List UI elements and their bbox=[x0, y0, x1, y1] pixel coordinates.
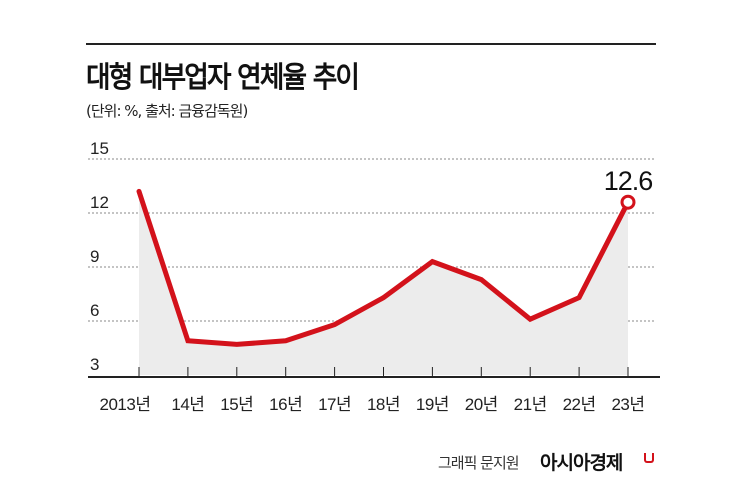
data-line bbox=[136, 188, 631, 347]
y-tick-label: 15 bbox=[90, 139, 109, 158]
top-rule bbox=[86, 43, 656, 45]
x-tick-label: 22년 bbox=[563, 395, 596, 414]
area-fill bbox=[139, 191, 628, 375]
x-tick-label: 18년 bbox=[367, 395, 400, 414]
end-value-label: 12.6 bbox=[604, 166, 653, 196]
y-tick-label: 3 bbox=[90, 355, 99, 374]
x-tick-label: 19년 bbox=[416, 395, 449, 414]
brand-logo-text: 아시아경제 bbox=[540, 452, 623, 474]
graphic-credit: 그래픽 문지원 bbox=[438, 454, 520, 472]
x-tick-label: 21년 bbox=[514, 395, 547, 414]
x-tick-label: 15년 bbox=[220, 395, 253, 414]
x-tick-label: 20년 bbox=[465, 395, 498, 414]
end-point-marker bbox=[620, 194, 636, 210]
x-tick-label: 2013년 bbox=[100, 395, 151, 414]
y-axis-ticks: 3 6 9 12 15 bbox=[90, 139, 109, 374]
chart-title: 대형 대부업자 연체율 추이 bbox=[86, 60, 360, 94]
x-tick-label: 23년 bbox=[611, 395, 644, 414]
chart-subtitle: (단위: %, 출처: 금융감독원) bbox=[86, 102, 248, 120]
x-tick-label: 17년 bbox=[318, 395, 351, 414]
y-tick-label: 6 bbox=[90, 301, 99, 320]
x-tick-label: 14년 bbox=[171, 395, 204, 414]
y-tick-label: 9 bbox=[90, 247, 99, 266]
x-tick-label: 16년 bbox=[269, 395, 302, 414]
y-tick-label: 12 bbox=[90, 193, 109, 212]
brand-mark-icon bbox=[644, 453, 654, 463]
x-axis-ticks: 2013년 14년 15년 16년 17년 18년 19년 20년 21년 22년 23년 bbox=[100, 367, 645, 414]
